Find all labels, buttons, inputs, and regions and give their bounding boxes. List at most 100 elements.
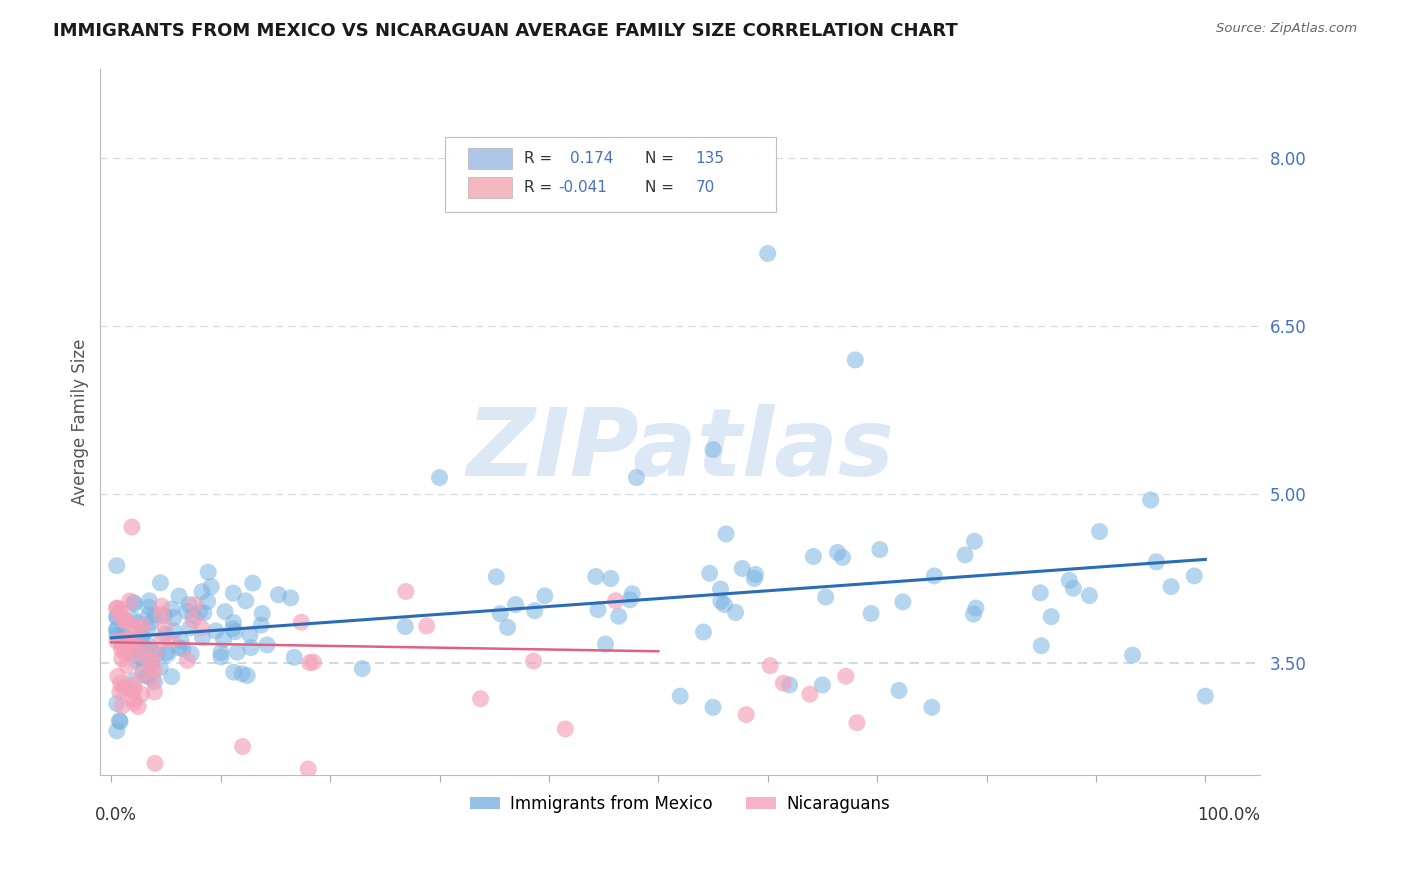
Point [125,654,148,668]
Point [887,683,910,698]
Point [595,637,617,651]
Point [224,624,246,639]
Point [122,692,145,706]
Point [962,607,984,621]
Point [122,612,145,626]
Point [160,669,183,683]
Point [599,572,621,586]
Point [891,595,914,609]
Point [523,604,546,618]
Point [129,630,152,644]
Point [485,570,508,584]
Point [505,598,527,612]
Point [108,714,131,729]
Point [415,619,437,633]
Text: N =: N = [645,152,675,167]
Point [107,669,129,683]
Point [214,605,236,619]
Point [115,658,138,673]
Point [209,645,232,659]
Text: 135: 135 [696,152,724,167]
Point [138,639,160,653]
Point [489,607,512,621]
Point [163,624,186,638]
Point [129,637,152,651]
Point [756,246,779,260]
Point [131,666,153,681]
Point [111,698,134,713]
Point [605,593,627,607]
Point [772,676,794,690]
Point [117,632,139,647]
Point [108,685,131,699]
Point [844,352,866,367]
Text: R =: R = [523,152,553,167]
Point [112,628,135,642]
Point [522,654,544,668]
Point [118,645,141,659]
Point [811,678,834,692]
FancyBboxPatch shape [444,137,776,211]
Point [965,601,987,615]
Point [222,586,245,600]
Point [156,647,179,661]
Point [702,442,724,457]
Point [1121,648,1143,662]
Point [179,598,201,612]
Point [143,756,166,771]
Point [1059,574,1081,588]
Point [111,681,134,696]
Point [921,700,943,714]
Point [709,582,731,596]
Point [619,592,641,607]
Point [114,647,136,661]
Point [1182,569,1205,583]
Point [835,669,858,683]
Point [112,633,135,648]
Point [141,657,163,672]
Point [110,676,132,690]
Point [110,602,132,616]
FancyBboxPatch shape [468,177,512,198]
Point [232,739,254,754]
Point [125,623,148,637]
Text: Source: ZipAtlas.com: Source: ZipAtlas.com [1216,22,1357,36]
Point [222,622,245,636]
FancyBboxPatch shape [468,148,512,169]
Point [235,594,257,608]
Point [122,595,145,609]
Point [153,608,176,623]
Point [1029,586,1052,600]
Point [692,625,714,640]
Point [222,665,245,680]
Point [236,668,259,682]
Point [160,633,183,648]
Point [181,608,204,623]
Point [112,628,135,642]
Text: 0.174: 0.174 [569,152,613,167]
Point [176,653,198,667]
Point [167,640,190,655]
Point [731,561,754,575]
Point [735,707,758,722]
Point [111,637,134,651]
Point [127,647,149,661]
Point [193,606,215,620]
Point [1139,493,1161,508]
Point [222,615,245,630]
Point [963,534,986,549]
Point [141,672,163,686]
Point [105,634,128,648]
Point [395,584,418,599]
Legend: Immigrants from Mexico, Nicaraguans: Immigrants from Mexico, Nicaraguans [464,788,897,819]
Point [197,594,219,608]
Point [105,623,128,637]
Point [122,683,145,698]
Point [105,601,128,615]
Point [290,615,312,630]
Point [136,623,159,637]
Point [131,629,153,643]
Point [869,542,891,557]
Point [179,621,201,635]
Point [150,632,173,646]
